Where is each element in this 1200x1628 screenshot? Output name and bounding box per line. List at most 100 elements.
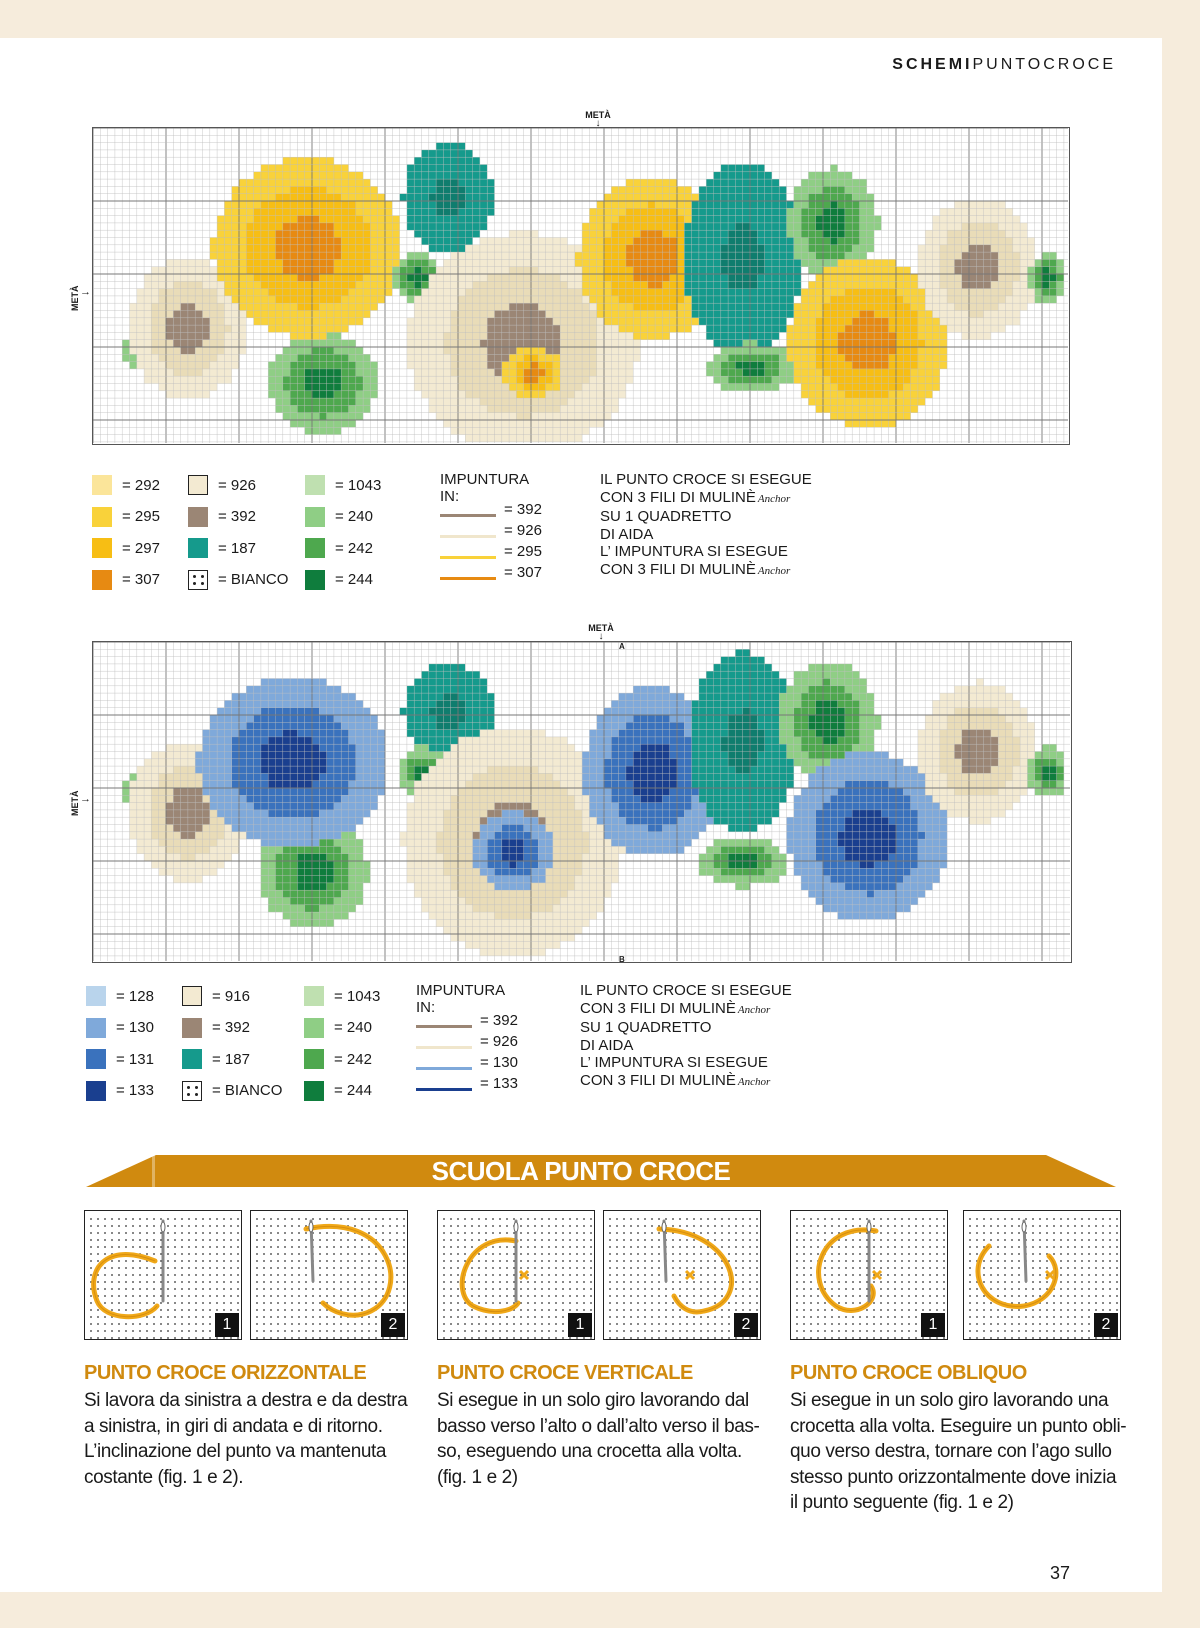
fig-oblique-2: 2: [963, 1210, 1121, 1340]
legend-swatch-row: = 240: [304, 1017, 372, 1038]
color-swatch: [305, 569, 325, 590]
legend-swatch-row: = 1043: [305, 475, 381, 495]
section-title-horizontal: PUNTO CROCE ORIZZONTALE: [84, 1362, 367, 1384]
color-swatch: [188, 475, 208, 495]
swatch-code: = 131: [116, 1050, 154, 1068]
section-title-vertical: PUNTO CROCE VERTICALE: [437, 1362, 693, 1384]
backstitch-code: = 926: [480, 1033, 518, 1050]
page-header: SCHEMIPUNTOCROCE: [892, 56, 1116, 73]
backstitch-line: [440, 514, 496, 517]
instructions-note: IL PUNTO CROCE SI ESEGUE CON 3 FILI DI MU…: [580, 982, 792, 1089]
chart-marker-b: B: [619, 955, 625, 964]
color-swatch: [188, 538, 208, 558]
backstitch-code: = 392: [480, 1012, 518, 1029]
backstitch-line: [440, 556, 496, 559]
legend-swatch-row: = BIANCO: [182, 1080, 282, 1101]
banner-title: SCUOLA PUNTO CROCE: [431, 1156, 731, 1186]
backstitch-code: = 392: [504, 501, 542, 518]
cross-stitch-chart-yellow: [92, 127, 1070, 445]
legend-swatch-row: = 187: [188, 538, 256, 558]
legend-swatch-row: = 297: [92, 538, 160, 558]
anchor-logo: Anchor: [757, 492, 791, 505]
swatch-code: = 244: [335, 571, 373, 588]
legend-swatch-row: = 133: [86, 1080, 154, 1101]
legend-swatch-row: = 131: [86, 1049, 154, 1069]
page: SCHEMIPUNTOCROCE METÀ ↓ METÀ → = 292 = 295…: [0, 38, 1162, 1592]
color-swatch: [305, 506, 325, 527]
section-body-oblique: Si esegue in un solo giro lavorando una …: [790, 1390, 1127, 1513]
color-swatch: [92, 475, 112, 495]
swatch-code: = 133: [116, 1082, 154, 1099]
color-swatch: [304, 1080, 324, 1101]
color-swatch: [305, 538, 325, 558]
color-swatch: [304, 986, 324, 1006]
anchor-logo: Anchor: [737, 1075, 771, 1088]
section-body-vertical: Si esegue in un solo giro lavorando dal …: [437, 1390, 760, 1488]
side-arrow-1: →: [80, 286, 91, 298]
figure-number: 2: [381, 1313, 405, 1337]
swatch-code: = 242: [334, 1050, 372, 1068]
impuntura-row: = 130: [416, 1054, 518, 1071]
legend-swatch-row: = 244: [305, 569, 373, 590]
color-swatch: [304, 1049, 324, 1069]
color-swatch: [86, 1017, 106, 1038]
figure-number: 2: [1094, 1313, 1118, 1337]
figure-number: 2: [734, 1313, 758, 1337]
fig-oblique-1: 1: [790, 1210, 948, 1340]
color-swatch: [86, 1080, 106, 1101]
swatch-code: = 242: [335, 539, 373, 557]
legend-swatch-row: = 1043: [304, 986, 380, 1006]
legend-swatch-row: = 292: [92, 475, 160, 495]
figure-number: 1: [568, 1313, 592, 1337]
backstitch-line: [416, 1046, 472, 1049]
fig-vertical-2: 2: [603, 1210, 761, 1340]
impuntura-row: = 392: [416, 1012, 518, 1029]
meta-top-marker-1: METÀ ↓: [585, 110, 611, 129]
color-swatch: [86, 986, 106, 1006]
swatch-code: = 1043: [334, 987, 381, 1005]
legend-swatch-row: = 187: [182, 1049, 250, 1069]
figure-number: 1: [921, 1313, 945, 1337]
legend-swatch-row: = 242: [305, 538, 373, 558]
backstitch-code: = 133: [480, 1075, 518, 1092]
instructions-note: IL PUNTO CROCE SI ESEGUE CON 3 FILI DI MU…: [600, 471, 812, 578]
backstitch-line: [416, 1067, 472, 1070]
color-swatch: [182, 986, 202, 1006]
color-swatch: [305, 475, 325, 495]
legend-swatch-row: = 295: [92, 506, 160, 527]
fig-horizontal-1: 1: [84, 1210, 242, 1340]
backstitch-line: [440, 535, 496, 538]
chart-marker-a: A: [619, 642, 625, 651]
legend-swatch-row: = 307: [92, 569, 160, 590]
legend-swatch-row: = 916: [182, 986, 250, 1006]
color-swatch: [92, 569, 112, 590]
impuntura-title: IMPUNTURA IN:: [416, 982, 505, 1016]
anchor-logo: Anchor: [757, 564, 791, 577]
swatch-code: = 392: [212, 1019, 250, 1036]
legend-swatch-row: = 242: [304, 1049, 372, 1069]
color-swatch: [188, 506, 208, 527]
color-swatch: [92, 538, 112, 558]
impuntura-row: = 926: [416, 1033, 518, 1050]
swatch-code: = 240: [335, 508, 373, 525]
meta-top-marker-2: METÀ ↓: [588, 623, 614, 642]
backstitch-code: = 130: [480, 1054, 518, 1071]
color-swatch: [182, 1080, 202, 1101]
color-swatch: [86, 1049, 106, 1069]
impuntura-row: = 307: [440, 564, 542, 581]
swatch-code: = 187: [218, 539, 256, 557]
cross-stitch-chart-blue: [92, 641, 1072, 963]
swatch-code: = 240: [334, 1019, 372, 1036]
anchor-logo: Anchor: [737, 1003, 771, 1016]
fig-vertical-1: 1: [437, 1210, 595, 1340]
backstitch-line: [416, 1025, 472, 1028]
swatch-code: = 244: [334, 1082, 372, 1099]
color-swatch: [92, 506, 112, 527]
backstitch-code: = 295: [504, 543, 542, 560]
meta-side-marker-2: METÀ: [70, 790, 80, 817]
legend-swatch-row: = 244: [304, 1080, 372, 1101]
swatch-code: = 916: [212, 987, 250, 1005]
color-swatch: [182, 1017, 202, 1038]
swatch-code: = 926: [218, 476, 256, 494]
impuntura-row: = 926: [440, 522, 542, 539]
